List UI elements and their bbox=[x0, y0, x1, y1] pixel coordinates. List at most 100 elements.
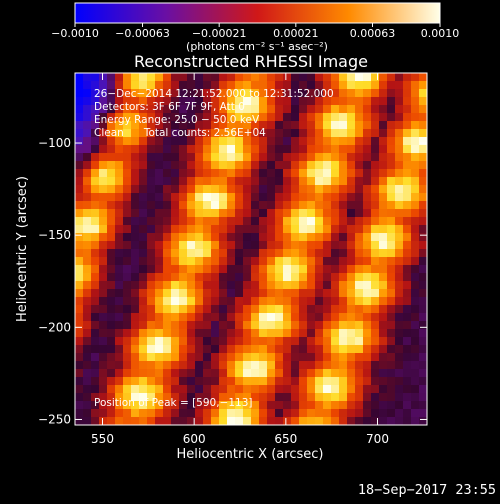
heatmap-cell bbox=[227, 257, 236, 266]
heatmap-cell bbox=[387, 369, 396, 378]
heatmap-cell bbox=[411, 113, 420, 122]
heatmap-cell bbox=[187, 353, 196, 362]
heatmap-cell bbox=[203, 73, 212, 82]
heatmap-cell bbox=[179, 337, 188, 346]
heatmap-cell bbox=[315, 393, 324, 402]
heatmap-cell bbox=[387, 329, 396, 338]
heatmap-cell bbox=[259, 121, 268, 130]
heatmap-cell bbox=[299, 241, 308, 250]
heatmap-cell bbox=[203, 169, 212, 178]
heatmap-cell bbox=[179, 113, 188, 122]
heatmap-cell bbox=[203, 201, 212, 210]
heatmap-cell bbox=[235, 313, 244, 322]
heatmap-cell bbox=[275, 289, 284, 298]
heatmap-cell bbox=[115, 209, 124, 218]
heatmap-cell bbox=[187, 129, 196, 138]
heatmap-cell bbox=[243, 121, 252, 130]
heatmap-cell bbox=[307, 241, 316, 250]
heatmap-cell bbox=[179, 217, 188, 226]
heatmap-cell bbox=[107, 409, 116, 418]
heatmap-cell bbox=[419, 145, 427, 154]
heatmap-cell bbox=[163, 361, 172, 370]
heatmap-cell bbox=[403, 209, 412, 218]
heatmap-cell bbox=[299, 153, 308, 162]
heatmap-cell bbox=[283, 249, 292, 258]
heatmap-cell bbox=[195, 361, 204, 370]
heatmap-cell bbox=[331, 97, 340, 106]
heatmap-cell bbox=[347, 225, 356, 234]
heatmap-cell bbox=[91, 409, 100, 418]
heatmap-cell bbox=[203, 153, 212, 162]
heatmap-cell bbox=[371, 217, 380, 226]
heatmap-cell bbox=[131, 321, 140, 330]
heatmap-cell bbox=[155, 217, 164, 226]
heatmap-cell bbox=[123, 305, 132, 314]
heatmap-cell bbox=[123, 137, 132, 146]
heatmap-cell bbox=[227, 73, 236, 82]
heatmap-cell bbox=[419, 137, 427, 146]
heatmap-cell bbox=[75, 265, 84, 274]
heatmap-cell bbox=[227, 113, 236, 122]
heatmap-cell bbox=[267, 417, 276, 425]
heatmap-cell bbox=[251, 329, 260, 338]
heatmap-cell bbox=[171, 289, 180, 298]
heatmap-cell bbox=[251, 369, 260, 378]
heatmap-cell bbox=[211, 209, 220, 218]
heatmap-cell bbox=[155, 361, 164, 370]
heatmap-cell bbox=[171, 249, 180, 258]
heatmap-cell bbox=[227, 265, 236, 274]
heatmap-cell bbox=[379, 321, 388, 330]
heatmap-cell bbox=[363, 217, 372, 226]
heatmap-cell bbox=[131, 329, 140, 338]
heatmap-cell bbox=[75, 193, 84, 202]
heatmap-cell bbox=[331, 161, 340, 170]
heatmap-cell bbox=[403, 81, 412, 90]
heatmap-cell bbox=[227, 105, 236, 114]
heatmap-cell bbox=[387, 305, 396, 314]
heatmap-cell bbox=[147, 305, 156, 314]
heatmap-cell bbox=[187, 145, 196, 154]
heatmap-cell bbox=[179, 233, 188, 242]
heatmap-cell bbox=[291, 377, 300, 386]
heatmap-cell bbox=[147, 225, 156, 234]
heatmap-cell bbox=[203, 161, 212, 170]
heatmap-cell bbox=[411, 417, 420, 425]
heatmap-cell bbox=[203, 281, 212, 290]
heatmap-cell bbox=[355, 401, 364, 410]
heatmap-cell bbox=[147, 409, 156, 418]
heatmap-cell bbox=[323, 81, 332, 90]
heatmap-cell bbox=[403, 321, 412, 330]
heatmap-cell bbox=[155, 121, 164, 130]
heatmap-cell bbox=[323, 225, 332, 234]
heatmap-cell bbox=[219, 209, 228, 218]
heatmap-cell bbox=[347, 377, 356, 386]
heatmap-cell bbox=[179, 153, 188, 162]
heatmap-cell bbox=[387, 313, 396, 322]
heatmap-cell bbox=[171, 201, 180, 210]
heatmap-cell bbox=[115, 217, 124, 226]
heatmap-cell bbox=[147, 337, 156, 346]
heatmap-cell bbox=[395, 417, 404, 425]
heatmap-cell bbox=[283, 385, 292, 394]
heatmap-cell bbox=[419, 89, 427, 98]
heatmap-cell bbox=[211, 273, 220, 282]
heatmap-cell bbox=[267, 353, 276, 362]
heatmap-cell bbox=[251, 289, 260, 298]
heatmap-cell bbox=[163, 137, 172, 146]
heatmap-cell bbox=[403, 97, 412, 106]
heatmap-cell bbox=[355, 289, 364, 298]
heatmap-cell bbox=[315, 265, 324, 274]
heatmap-cell bbox=[187, 217, 196, 226]
heatmap-cell bbox=[155, 401, 164, 410]
heatmap-cell bbox=[211, 241, 220, 250]
heatmap-cell bbox=[275, 265, 284, 274]
heatmap-cell bbox=[411, 121, 420, 130]
heatmap-cell bbox=[75, 329, 84, 338]
heatmap-cell bbox=[403, 225, 412, 234]
heatmap-cell bbox=[75, 417, 84, 425]
heatmap-cell bbox=[147, 393, 156, 402]
heatmap-cell bbox=[363, 409, 372, 418]
heatmap-cell bbox=[323, 185, 332, 194]
heatmap-cell bbox=[203, 289, 212, 298]
heatmap-cell bbox=[115, 241, 124, 250]
